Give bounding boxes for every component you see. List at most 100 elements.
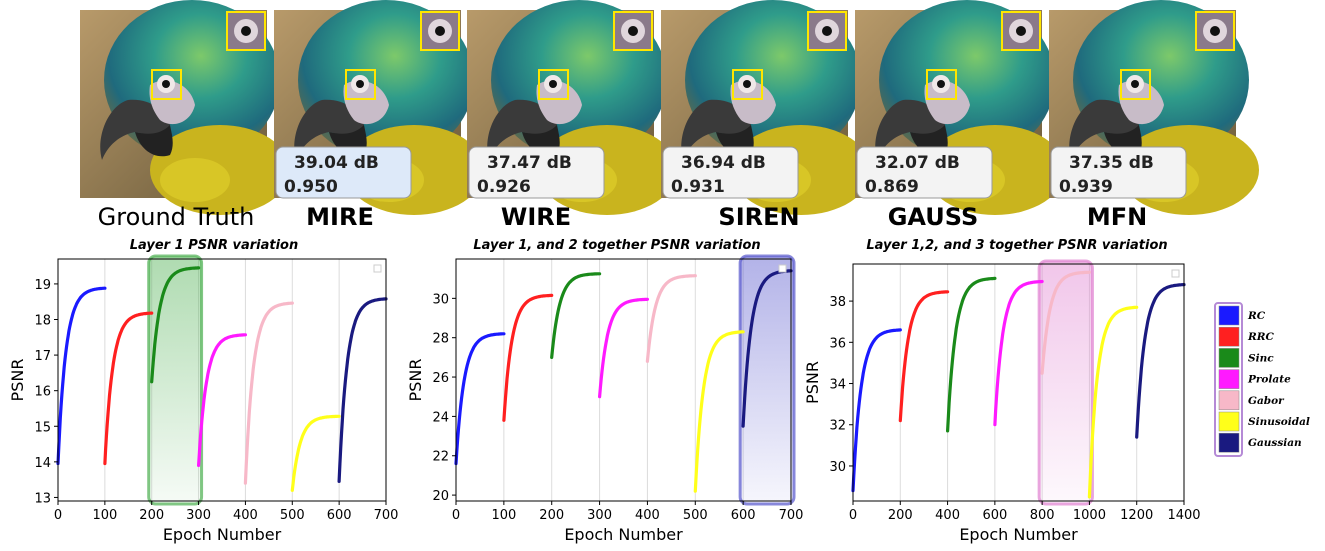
y-tick-label: 15 [34,420,51,435]
psnr-value: 37.35 dB [1069,153,1154,173]
model-label: MIRE [306,203,374,231]
series-line-rc [454,332,506,466]
y-tick-label: 14 [34,456,51,471]
x-tick-label: 600 [327,508,352,523]
legend-item-rc: RC [1218,305,1266,326]
x-tick-label: 1400 [1167,508,1200,523]
highlight-region [1037,259,1094,506]
series-line-sinusoidal [693,330,745,493]
y-tick-label: 17 [34,349,51,364]
x-tick-label: 400 [935,508,960,523]
legend-swatch [1218,326,1240,347]
legend-item-sinusoidal: Sinusoidal [1218,411,1310,432]
plot-frame [455,258,792,502]
metric-box: 37.35 dB 0.939 [1050,146,1187,199]
y-axis-label: PSNR [406,359,425,402]
y-axis-label: PSNR [803,361,822,404]
chart-3: Layer 1,2, and 3 together PSNR variation… [803,238,1201,544]
series-line-rrc [502,293,554,422]
series-line-sinc [150,266,201,384]
y-tick-label: 32 [829,419,846,434]
model-label: MFN [1087,203,1147,231]
x-tick-label: 300 [587,508,612,523]
psnr-value: 36.94 dB [681,153,766,173]
x-tick-label: 800 [1030,508,1055,523]
series-line-gabor [243,301,294,485]
legend-swatch [1218,305,1240,326]
y-tick-label: 38 [829,295,846,310]
series-line-prolate [993,279,1044,427]
highlight-region [147,254,204,506]
legend-label: Gaussian [1248,437,1302,449]
x-tick-label: 700 [779,508,804,523]
y-tick-label: 22 [432,450,449,465]
legend-item-gabor: Gabor [1218,390,1285,411]
chart-legend: RC RRC Sinc Prolate Gabor Sinusoidal Gaussian [1214,302,1310,457]
empty-legend-box [778,264,787,273]
series-line-rc [851,328,902,493]
series-line-gabor [1040,270,1091,375]
y-tick-label: 19 [34,278,51,293]
model-panel-3: 36.94 dB 0.931 [660,0,872,216]
legend-swatch [1218,411,1240,432]
model-label: SIREN [718,203,799,231]
legend-item-rrc: RRC [1218,326,1274,347]
y-tick-label: 30 [432,292,449,307]
legend-label: Sinc [1248,352,1274,364]
series-line-prolate [598,297,649,399]
y-tick-label: 26 [432,371,449,386]
ssim-value: 0.869 [865,177,919,197]
model-panel-5: 37.35 dB 0.939 [1048,0,1260,216]
y-tick-label: 13 [34,491,51,506]
x-tick-label: 200 [139,508,164,523]
chart-1: Layer 1 PSNR variation 0 100 200 300 400 500 60… [8,238,398,544]
model-panel-1: 39.04 dB 0.950 [273,0,485,216]
x-tick-label: 0 [452,508,460,523]
x-tick-label: 0 [54,508,62,523]
empty-legend-box [1171,269,1180,278]
ssim-value: 0.931 [671,177,725,197]
series-line-gabor [645,274,697,363]
empty-legend-box [373,264,382,273]
series-line-sinusoidal [290,414,341,492]
metric-box: 39.04 dB 0.950 [275,146,412,199]
series-line-gaussian [1135,283,1186,439]
plot-frame [852,263,1185,502]
model-panel-4: 32.07 dB 0.869 [854,0,1066,216]
model-panel-2: 37.47 dB 0.926 [466,0,678,216]
series-line-sinc [946,276,997,433]
reconstruction-images-row: Ground Truth 39.04 dB 0.950 MIRE 37.47 dB 0.9… [79,0,1260,231]
x-tick-label: 400 [233,508,258,523]
legend-swatch [1218,390,1240,411]
y-tick-label: 28 [432,332,449,347]
series-line-sinc [550,272,602,359]
legend-label: Sinusoidal [1248,416,1310,428]
psnr-value: 32.07 dB [875,153,960,173]
x-tick-label: 1200 [1120,508,1153,523]
x-tick-label: 400 [635,508,660,523]
x-tick-label: 0 [849,508,857,523]
series-line-sinusoidal [1087,305,1139,499]
parrot-image [79,0,291,216]
chart-2: Layer 1, and 2 together PSNR variation 0 1… [406,238,803,544]
y-tick-label: 16 [34,385,51,400]
legend-label: Gabor [1248,395,1285,407]
legend-label: Prolate [1247,374,1291,386]
x-tick-label: 500 [280,508,305,523]
y-tick-label: 18 [34,314,51,329]
legend-item-prolate: Prolate [1218,369,1291,389]
legend-swatch [1218,432,1240,453]
x-tick-label: 600 [731,508,756,523]
y-axis-label: PSNR [8,359,27,402]
x-tick-label: 600 [982,508,1007,523]
x-tick-label: 700 [374,508,399,523]
legend-item-sinc: Sinc [1218,348,1274,368]
psnr-value: 39.04 dB [294,153,379,173]
x-tick-label: 1000 [1073,508,1106,523]
metric-box: 32.07 dB 0.869 [856,146,993,199]
plot-frame [57,258,387,502]
series-line-rrc [898,290,950,423]
x-axis-label: Epoch Number [564,525,683,544]
